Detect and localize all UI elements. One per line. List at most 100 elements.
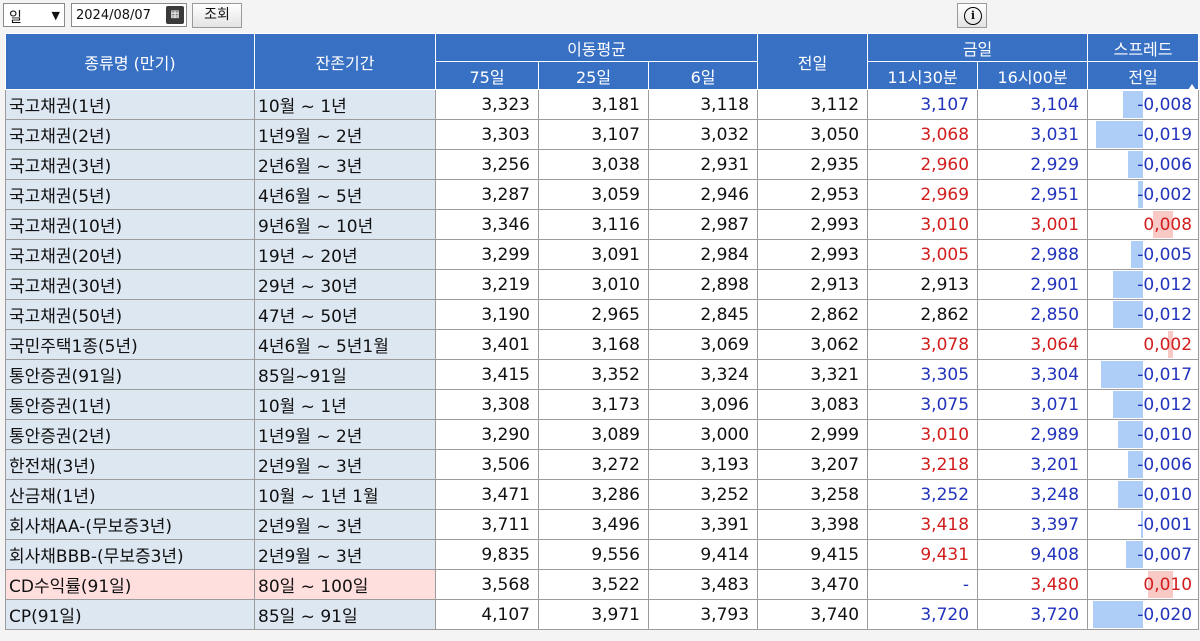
table-row[interactable]: 국고채권(50년) 47년 ~ 50년 3,190 2,965 2,845 2,862 2,…: [5, 299, 1200, 330]
table-row[interactable]: 회사채BBB-(무보증3년) 2년9월 ~ 3년 9,835 9,556 9,414 9,…: [5, 539, 1200, 570]
row-ma6: 3,032: [647, 119, 759, 150]
info-button[interactable]: i: [957, 3, 987, 28]
spread-value: 0,002: [1143, 334, 1193, 355]
header-spread-prev-day[interactable]: 전일: [1087, 61, 1200, 90]
row-ma75: 9,835: [435, 539, 539, 570]
header-moving-average: 이동평균: [434, 33, 759, 62]
table-row[interactable]: 국고채권(20년) 19년 ~ 20년 3,299 3,091 2,984 2,993 3,…: [5, 239, 1200, 270]
spread-bar: [1113, 271, 1144, 298]
row-name: 한전채(3년): [5, 449, 255, 480]
row-spread: -0,007: [1087, 539, 1200, 570]
row-prev-day: 2,953: [757, 179, 869, 210]
row-name: 국고채권(3년): [5, 149, 255, 180]
row-ma25: 3,173: [538, 389, 649, 420]
row-ma6: 3,793: [647, 599, 759, 630]
row-ma75: 3,401: [435, 329, 539, 360]
query-button[interactable]: 조회: [192, 3, 242, 28]
table-row[interactable]: 국고채권(30년) 29년 ~ 30년 3,219 3,010 2,898 2,913 2,…: [5, 269, 1200, 300]
row-name: 통안증권(91일): [5, 359, 255, 390]
row-spread: -0,002: [1087, 179, 1200, 210]
row-1130: 3,078: [867, 329, 979, 360]
table-row[interactable]: 통안증권(1년) 10월 ~ 1년 3,308 3,173 3,096 3,083 3,07…: [5, 389, 1200, 420]
header-term[interactable]: 잔존기간: [254, 33, 436, 90]
sort-arrow-icon[interactable]: [1188, 84, 1196, 90]
row-ma25: 3,089: [538, 419, 649, 450]
table-body: 국고채권(1년) 10월 ~ 1년 3,323 3,181 3,118 3,112 3,10…: [5, 89, 1200, 630]
row-1600: 3,304: [977, 359, 1089, 390]
row-ma75: 3,190: [435, 299, 539, 330]
calendar-icon[interactable]: ▦: [166, 6, 184, 24]
row-ma75: 3,711: [435, 509, 539, 540]
table-row[interactable]: 산금채(1년) 10월 ~ 1년 1월 3,471 3,286 3,252 3,258 3,…: [5, 479, 1200, 510]
row-ma6: 3,096: [647, 389, 759, 420]
row-name: 국고채권(50년): [5, 299, 255, 330]
header-prev-day[interactable]: 전일: [757, 33, 869, 90]
table-row[interactable]: 회사채AA-(무보증3년) 2년9월 ~ 3년 3,711 3,496 3,391 3,3…: [5, 509, 1200, 540]
header-ma6[interactable]: 6일: [647, 61, 759, 90]
spread-value: -0,012: [1137, 274, 1193, 295]
date-input-value: 2024/08/07: [76, 8, 151, 23]
row-prev-day: 9,415: [757, 539, 869, 570]
table-row[interactable]: CP(91일) 85일 ~ 91일 4,107 3,971 3,793 3,740 3,72…: [5, 599, 1200, 630]
header-spread: 스프레드: [1087, 33, 1200, 62]
row-term: 19년 ~ 20년: [254, 239, 436, 270]
table-row[interactable]: 한전채(3년) 2년9월 ~ 3년 3,506 3,272 3,193 3,207 3,21…: [5, 449, 1200, 480]
table-row[interactable]: 국고채권(10년) 9년6월 ~ 10년 3,346 3,116 2,987 2,993 3…: [5, 209, 1200, 240]
dropdown-arrow-icon[interactable]: ▼: [51, 9, 60, 22]
table-row[interactable]: CD수익률(91일) 80일 ~ 100일 3,568 3,522 3,483 3,470…: [5, 569, 1200, 600]
date-input[interactable]: 2024/08/07 ▦: [71, 3, 187, 27]
header-ma75[interactable]: 75일: [435, 61, 539, 90]
row-term: 1년9월 ~ 2년: [254, 419, 436, 450]
table-row[interactable]: 국고채권(3년) 2년6월 ~ 3년 3,256 3,038 2,931 2,935 2,9…: [5, 149, 1200, 180]
row-spread: -0,005: [1087, 239, 1200, 270]
table-row[interactable]: 국고채권(2년) 1년9월 ~ 2년 3,303 3,107 3,032 3,050 3,0…: [5, 119, 1200, 150]
row-term: 10월 ~ 1년: [254, 89, 436, 120]
table-row[interactable]: 국민주택1종(5년) 4년6월 ~ 5년1월 3,401 3,168 3,069 3,06…: [5, 329, 1200, 360]
row-ma6: 2,984: [647, 239, 759, 270]
spread-value: -0,020: [1137, 604, 1193, 625]
row-ma75: 3,219: [435, 269, 539, 300]
period-select[interactable]: 일 ▼: [3, 3, 65, 27]
row-1130: 3,218: [867, 449, 979, 480]
row-term: 1년9월 ~ 2년: [254, 119, 436, 150]
row-prev-day: 3,083: [757, 389, 869, 420]
row-spread: -0,012: [1087, 389, 1200, 420]
row-prev-day: 3,112: [757, 89, 869, 120]
row-ma75: 3,256: [435, 149, 539, 180]
table-row[interactable]: 통안증권(2년) 1년9월 ~ 2년 3,290 3,089 3,000 2,999 3,0…: [5, 419, 1200, 450]
row-ma6: 2,987: [647, 209, 759, 240]
header-name[interactable]: 종류명 (만기): [5, 33, 255, 90]
row-1130: 2,960: [867, 149, 979, 180]
row-1600: 2,850: [977, 299, 1089, 330]
row-ma75: 3,303: [435, 119, 539, 150]
row-1600: 3,720: [977, 599, 1089, 630]
header-1130[interactable]: 11시30분: [867, 61, 979, 90]
spread-bar: [1153, 211, 1174, 238]
row-1130: 2,969: [867, 179, 979, 210]
row-1130: 9,431: [867, 539, 979, 570]
row-name: 국고채권(5년): [5, 179, 255, 210]
row-term: 29년 ~ 30년: [254, 269, 436, 300]
header-1600[interactable]: 16시00분: [977, 61, 1089, 90]
row-1600: 2,901: [977, 269, 1089, 300]
row-ma6: 9,414: [647, 539, 759, 570]
row-1600: 3,397: [977, 509, 1089, 540]
table-row[interactable]: 통안증권(91일) 85일~91일 3,415 3,352 3,324 3,321 3,30…: [5, 359, 1200, 390]
spread-value: -0,010: [1137, 424, 1193, 445]
row-prev-day: 3,050: [757, 119, 869, 150]
row-spread: -0,006: [1087, 449, 1200, 480]
row-1130: 2,862: [867, 299, 979, 330]
row-ma6: 3,483: [647, 569, 759, 600]
row-prev-day: 3,062: [757, 329, 869, 360]
spread-bar: [1100, 361, 1144, 388]
row-1600: 2,929: [977, 149, 1089, 180]
row-name: 국고채권(1년): [5, 89, 255, 120]
spread-value: -0,006: [1137, 154, 1193, 175]
table-row[interactable]: 국고채권(1년) 10월 ~ 1년 3,323 3,181 3,118 3,112 3,10…: [5, 89, 1200, 120]
row-ma25: 3,496: [538, 509, 649, 540]
table-row[interactable]: 국고채권(5년) 4년6월 ~ 5년 3,287 3,059 2,946 2,953 2,9…: [5, 179, 1200, 210]
row-prev-day: 3,207: [757, 449, 869, 480]
row-1130: 3,010: [867, 209, 979, 240]
row-1600: 2,951: [977, 179, 1089, 210]
header-ma25[interactable]: 25일: [538, 61, 649, 90]
